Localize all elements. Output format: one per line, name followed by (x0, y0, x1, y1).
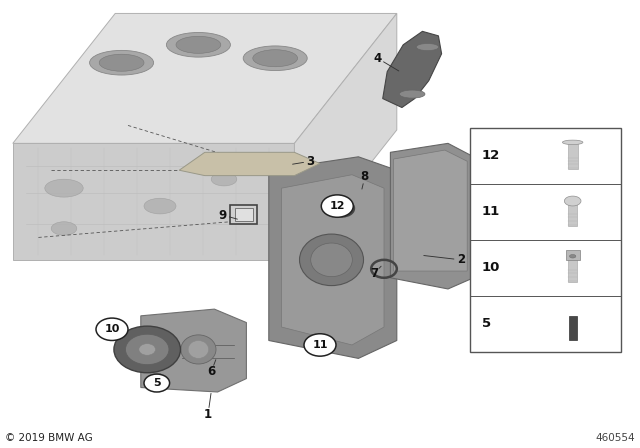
Circle shape (321, 195, 353, 217)
Bar (230, 205, 257, 224)
Text: 11: 11 (482, 205, 500, 218)
Text: 6: 6 (207, 365, 215, 379)
Polygon shape (282, 175, 384, 345)
Text: 5: 5 (482, 317, 491, 330)
Text: 12: 12 (330, 201, 345, 211)
Text: 460554: 460554 (595, 433, 635, 443)
Circle shape (304, 334, 336, 356)
Text: 10: 10 (482, 261, 500, 274)
Text: © 2019 BMW AG: © 2019 BMW AG (5, 433, 93, 443)
Ellipse shape (188, 340, 209, 358)
Bar (470, 128, 621, 352)
Circle shape (96, 318, 128, 340)
Text: 7: 7 (371, 267, 378, 280)
Ellipse shape (51, 222, 77, 235)
Ellipse shape (211, 172, 237, 186)
Ellipse shape (399, 90, 425, 98)
Bar (566, 250, 580, 260)
Text: 3: 3 (307, 155, 314, 168)
Ellipse shape (45, 179, 83, 197)
Ellipse shape (90, 51, 154, 75)
Circle shape (139, 344, 156, 355)
Polygon shape (13, 13, 397, 143)
Circle shape (125, 334, 169, 365)
Ellipse shape (181, 335, 216, 364)
Text: 1: 1 (204, 408, 212, 421)
Ellipse shape (166, 33, 230, 57)
Text: 9: 9 (219, 208, 227, 222)
Ellipse shape (563, 140, 583, 145)
Polygon shape (390, 143, 474, 289)
Ellipse shape (176, 36, 221, 53)
Ellipse shape (253, 50, 298, 67)
Circle shape (144, 374, 170, 392)
Text: 11: 11 (312, 340, 328, 350)
Bar (569, 316, 577, 340)
Polygon shape (179, 152, 320, 176)
Ellipse shape (300, 234, 364, 286)
Polygon shape (269, 157, 397, 358)
Text: 10: 10 (104, 324, 120, 334)
Ellipse shape (564, 196, 581, 206)
Polygon shape (394, 150, 467, 271)
Ellipse shape (311, 243, 352, 276)
Text: 8: 8 (361, 170, 369, 184)
Polygon shape (383, 31, 442, 108)
Text: 12: 12 (482, 149, 500, 162)
Polygon shape (141, 309, 246, 392)
Ellipse shape (243, 46, 307, 70)
Ellipse shape (99, 54, 144, 71)
Bar (568, 201, 577, 226)
Text: 4: 4 (374, 52, 381, 65)
Ellipse shape (417, 43, 439, 51)
Bar (568, 142, 578, 169)
Ellipse shape (570, 254, 576, 258)
Polygon shape (470, 208, 512, 235)
Ellipse shape (144, 198, 176, 214)
Bar (235, 208, 253, 221)
Polygon shape (294, 13, 397, 260)
Circle shape (114, 326, 180, 373)
Text: 2: 2 (457, 253, 465, 267)
Text: 5: 5 (153, 378, 161, 388)
Bar (568, 259, 577, 282)
Polygon shape (13, 143, 294, 260)
